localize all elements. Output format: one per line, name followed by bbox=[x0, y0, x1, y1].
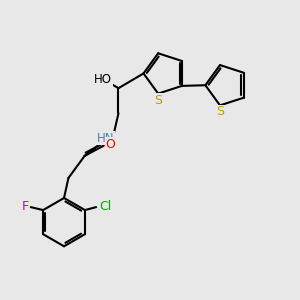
Text: HN: HN bbox=[97, 132, 114, 145]
Text: S: S bbox=[154, 94, 162, 106]
Text: Cl: Cl bbox=[99, 200, 111, 213]
Text: O: O bbox=[105, 138, 115, 151]
Text: HO: HO bbox=[94, 73, 112, 86]
Text: F: F bbox=[21, 200, 28, 213]
Text: S: S bbox=[216, 105, 224, 119]
